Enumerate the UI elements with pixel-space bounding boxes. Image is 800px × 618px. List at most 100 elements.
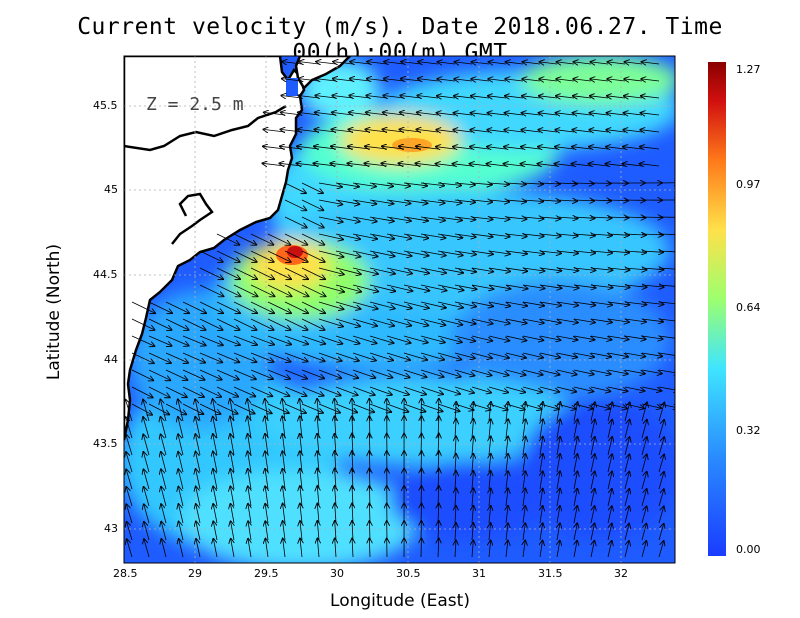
velocity-arrow <box>233 335 257 345</box>
velocity-arrow <box>161 522 167 541</box>
velocity-arrow <box>143 452 150 473</box>
velocity-arrow <box>386 250 412 256</box>
velocity-arrow <box>505 386 525 392</box>
velocity-arrow <box>233 284 257 296</box>
velocity-arrow <box>283 521 285 541</box>
velocity-arrow <box>267 386 289 396</box>
velocity-arrow <box>624 79 643 81</box>
velocity-arrow <box>455 402 456 422</box>
velocity-arrow <box>438 539 439 558</box>
velocity-arrow <box>573 251 595 253</box>
velocity-arrow <box>386 216 411 221</box>
velocity-arrow <box>250 233 273 245</box>
velocity-arrow <box>199 335 223 345</box>
velocity-arrow <box>607 251 629 253</box>
velocity-arrow <box>540 506 543 524</box>
velocity-arrow <box>284 386 306 396</box>
velocity-arrow <box>126 504 133 524</box>
velocity-arrow <box>178 417 184 439</box>
velocity-arrow <box>489 437 491 456</box>
velocity-arrow <box>161 504 167 524</box>
velocity-arrow <box>539 335 560 340</box>
velocity-arrow <box>471 369 491 375</box>
velocity-arrow <box>658 251 675 252</box>
velocity-arrow <box>590 302 612 305</box>
velocity-arrow <box>539 217 560 219</box>
velocity-arrow <box>540 62 558 64</box>
velocity-arrow <box>216 250 240 262</box>
velocity-arrow <box>505 335 526 341</box>
velocity-arrow <box>318 335 342 344</box>
velocity-arrow <box>556 285 579 288</box>
velocity-arrow <box>489 454 491 473</box>
velocity-arrow <box>369 504 370 524</box>
velocity-arrow <box>318 267 344 274</box>
velocity-arrow <box>420 318 445 325</box>
velocity-arrow <box>126 452 133 473</box>
velocity-arrow <box>557 62 575 64</box>
velocity-arrow <box>591 541 594 558</box>
velocity-arrow <box>573 79 592 81</box>
velocity-arrow <box>505 318 527 323</box>
velocity-arrow <box>523 419 526 439</box>
velocity-arrow <box>386 284 412 291</box>
velocity-arrow <box>590 96 609 98</box>
velocity-arrow <box>505 301 527 306</box>
velocity-arrow <box>301 233 324 245</box>
velocity-arrow <box>231 504 235 524</box>
velocity-arrow <box>335 504 336 524</box>
velocity-arrow <box>640 164 660 166</box>
velocity-arrow <box>148 386 170 397</box>
velocity-arrow <box>454 200 475 202</box>
velocity-arrow <box>454 369 474 376</box>
velocity-arrow <box>437 96 456 98</box>
velocity-arrow <box>335 335 359 344</box>
velocity-arrow <box>199 301 223 313</box>
velocity-arrow <box>641 437 647 456</box>
velocity-arrow <box>557 541 560 558</box>
velocity-arrow <box>625 62 643 64</box>
velocity-arrow <box>642 62 660 64</box>
velocity-arrow <box>403 199 427 203</box>
velocity-arrow <box>318 352 342 361</box>
velocity-arrow <box>455 454 456 473</box>
velocity-arrow <box>416 146 439 149</box>
velocity-arrow <box>573 335 595 340</box>
coastline-inlet <box>124 104 287 152</box>
velocity-arrow <box>640 130 660 132</box>
velocity-arrow <box>165 335 189 346</box>
velocity-arrow <box>624 113 643 115</box>
velocity-vectors <box>126 62 675 558</box>
velocity-arrow <box>539 200 560 201</box>
velocity-arrow <box>470 130 490 132</box>
velocity-arrow <box>506 541 508 558</box>
velocity-arrow <box>590 319 612 322</box>
velocity-arrow <box>590 437 595 456</box>
velocity-arrow <box>352 182 376 187</box>
velocity-arrow <box>165 403 186 414</box>
velocity-arrow <box>454 113 473 115</box>
velocity-arrow <box>126 400 133 422</box>
velocity-arrow <box>148 335 172 346</box>
velocity-arrow <box>284 250 308 262</box>
velocity-arrow <box>505 113 524 115</box>
velocity-arrow <box>386 369 410 377</box>
velocity-arrow <box>437 386 460 394</box>
velocity-arrow <box>573 369 594 374</box>
velocity-arrow <box>658 472 664 490</box>
velocity-arrow <box>420 216 445 221</box>
velocity-arrow <box>216 386 238 397</box>
velocity-arrow <box>284 233 307 245</box>
velocity-arrow <box>318 182 342 187</box>
velocity-arrow <box>573 96 592 98</box>
velocity-arrow <box>641 96 660 98</box>
velocity-arrow <box>504 130 524 132</box>
velocity-arrow <box>522 234 544 236</box>
velocity-arrow <box>472 471 473 490</box>
velocity-arrow <box>335 233 360 239</box>
velocity-arrow <box>437 183 461 185</box>
velocity-arrow <box>641 541 646 558</box>
velocity-arrow <box>131 318 155 330</box>
velocity-arrow <box>574 472 577 490</box>
